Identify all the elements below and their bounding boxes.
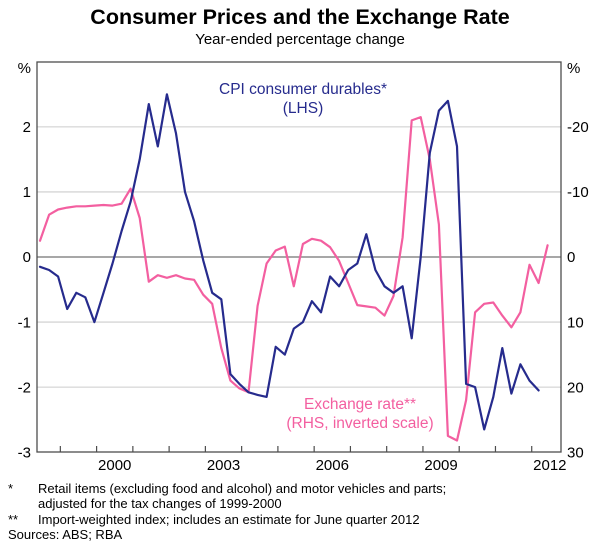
svg-text:2000: 2000 (98, 457, 131, 474)
cpi-series-label: CPI consumer durables* (219, 81, 387, 98)
svg-text:-20: -20 (567, 119, 589, 136)
chart-subtitle: Year-ended percentage change (195, 31, 405, 48)
svg-text:10: 10 (567, 314, 584, 331)
footnote-1: * Retail items (excluding food and alcoh… (8, 481, 594, 512)
footnote-2: ** Import-weighted index; includes an es… (8, 512, 594, 527)
svg-text:0: 0 (567, 249, 575, 266)
sources-line: Sources: ABS; RBA (8, 527, 594, 542)
svg-text:2: 2 (23, 119, 31, 136)
svg-text:%: % (18, 60, 31, 77)
footnotes: * Retail items (excluding food and alcoh… (8, 481, 594, 543)
svg-text:0: 0 (23, 249, 31, 266)
footnote-1-marker: * (8, 481, 14, 496)
footnote-2-text: Import-weighted index; includes an estim… (38, 511, 420, 527)
svg-text:30: 30 (567, 444, 584, 461)
svg-text:20: 20 (567, 379, 584, 396)
svg-text:1: 1 (23, 184, 31, 201)
svg-text:2006: 2006 (316, 457, 349, 474)
svg-text:%: % (567, 60, 580, 77)
footnote-2-marker: ** (8, 511, 19, 527)
svg-text:-3: -3 (18, 444, 31, 461)
plot-frame (36, 61, 562, 453)
svg-text:2009: 2009 (424, 457, 457, 474)
axis-ticks (59, 446, 533, 452)
footnote-1-text: Retail items (excluding food and alcohol… (38, 481, 447, 512)
fx-series-label: Exchange rate** (304, 396, 416, 413)
svg-text:-10: -10 (567, 184, 589, 201)
sources-text: Sources: ABS; RBA (8, 527, 123, 543)
fx-series-label-axis: (RHS, inverted scale) (286, 415, 433, 432)
svg-text:-2: -2 (18, 379, 31, 396)
cpi-series-label-axis: (LHS) (283, 100, 323, 117)
svg-text:-1: -1 (18, 314, 31, 331)
chart-title: Consumer Prices and the Exchange Rate (90, 5, 510, 29)
data-series (38, 93, 549, 442)
svg-text:2012: 2012 (533, 457, 566, 474)
svg-text:2003: 2003 (207, 457, 240, 474)
